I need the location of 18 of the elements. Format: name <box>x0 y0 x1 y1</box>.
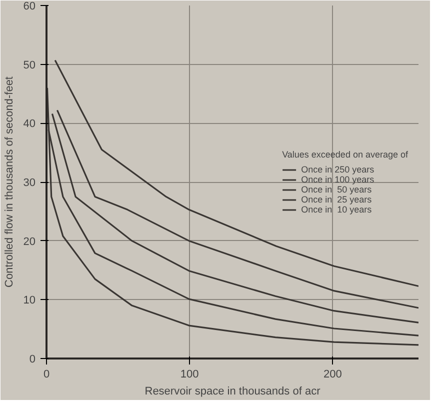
legend-label: Once in 10 years <box>301 204 372 214</box>
y-tick-label: 20 <box>23 236 36 248</box>
y-tick-label: 0 <box>29 354 36 366</box>
legend-label: Once in 100 years <box>301 174 374 184</box>
y-tick-label: 60 <box>23 0 36 12</box>
legend-label: Once in 25 years <box>301 194 372 204</box>
legend-title: Values exceeded on average of <box>282 149 408 159</box>
y-tick-label: 30 <box>23 177 36 189</box>
y-axis-title: Controlled flow in thousands of second-feet <box>3 76 16 288</box>
y-tick-label: 50 <box>23 59 36 72</box>
legend-label: Once in 250 years <box>301 164 374 174</box>
x-tick-label: 200 <box>323 368 342 380</box>
legend-label: Once in 50 years <box>301 184 372 194</box>
x-tick-label: 0 <box>43 368 50 380</box>
x-tick-label: 100 <box>180 368 199 380</box>
x-axis-title: Reservoir space in thousands of acr <box>144 386 321 398</box>
y-tick-label: 10 <box>23 294 36 307</box>
y-tick-label: 40 <box>23 118 36 130</box>
